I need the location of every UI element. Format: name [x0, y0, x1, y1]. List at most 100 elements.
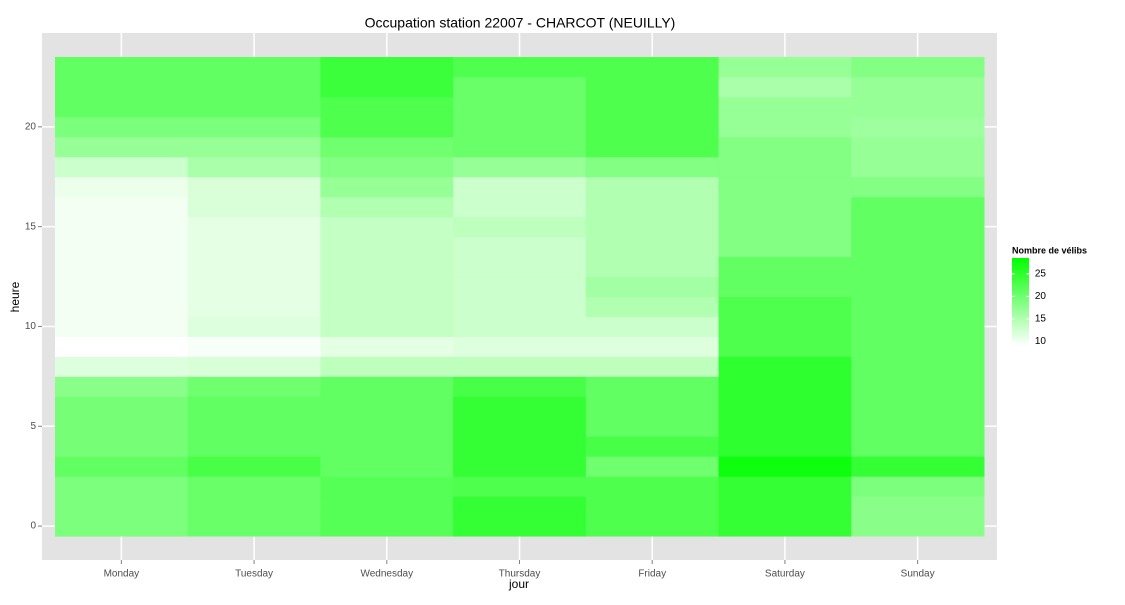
heat-tile: [718, 516, 852, 537]
heat-tile: [187, 276, 321, 297]
heat-tile: [55, 96, 189, 118]
heat-tile: [453, 216, 587, 238]
heat-tile: [187, 436, 321, 457]
heat-tile: [718, 136, 852, 158]
legend-title: Nombre de vélibs: [1012, 245, 1087, 255]
heat-tile: [320, 56, 454, 78]
heat-tile: [187, 416, 321, 437]
heat-tile: [320, 236, 454, 258]
heat-tile: [320, 96, 454, 118]
heat-tile: [453, 176, 587, 198]
heat-tile: [320, 296, 454, 317]
heat-tile: [453, 336, 587, 357]
heat-tile: [718, 196, 852, 218]
chart-title: Occupation station 22007 - CHARCOT (NEUI…: [365, 15, 676, 31]
y-tick-label: 10: [25, 321, 37, 332]
heat-tile: [585, 516, 720, 537]
heat-tile: [718, 96, 852, 118]
heat-tile: [320, 376, 454, 397]
heat-tile: [453, 396, 587, 417]
heat-tile: [718, 496, 852, 517]
heat-tile: [718, 256, 852, 278]
heat-tile: [320, 496, 454, 517]
heat-tile: [851, 416, 985, 437]
y-tick-label: 0: [30, 521, 36, 532]
heat-tile: [453, 296, 587, 317]
heat-tile: [718, 216, 852, 238]
x-tick-label: Sunday: [901, 569, 935, 580]
heat-tile: [320, 156, 454, 178]
heat-tile: [453, 376, 587, 397]
y-tick-label: 5: [30, 421, 36, 432]
heat-tile: [187, 336, 321, 357]
heat-tile: [585, 416, 720, 437]
heat-tile: [718, 456, 852, 477]
heat-tile: [718, 76, 852, 98]
heat-tile: [187, 176, 321, 198]
x-tick-label: Monday: [104, 569, 140, 580]
heat-tile: [585, 116, 720, 138]
heat-tile: [718, 276, 852, 297]
heat-tile: [718, 156, 852, 178]
heat-tile: [585, 336, 720, 357]
heat-tile: [851, 156, 985, 178]
heat-tile: [851, 376, 985, 397]
x-axis-label: jour: [508, 577, 529, 591]
heat-tile: [55, 116, 189, 138]
heat-tile: [320, 356, 454, 377]
heat-tile: [585, 136, 720, 158]
heat-tile: [851, 236, 985, 258]
heat-tile: [585, 376, 720, 397]
heat-tile: [718, 396, 852, 417]
heat-tile: [585, 396, 720, 417]
heat-tile: [851, 436, 985, 457]
heat-tile: [585, 356, 720, 377]
heat-tile: [187, 456, 321, 477]
heat-tile: [851, 316, 985, 337]
heat-tile: [55, 76, 189, 98]
heat-tile: [55, 456, 189, 477]
heat-tile: [718, 476, 852, 497]
heat-tile: [851, 136, 985, 158]
heat-tile: [585, 256, 720, 278]
heat-tile: [851, 116, 985, 138]
x-tick-label: Wednesday: [360, 569, 413, 580]
y-axis-label: heure: [8, 281, 22, 312]
heat-tile: [851, 256, 985, 278]
heat-tile: [187, 196, 321, 218]
heat-tile: [187, 116, 321, 138]
heat-tile: [187, 396, 321, 417]
heat-tile: [320, 116, 454, 138]
heat-tile: [187, 236, 321, 258]
heat-tile: [55, 196, 189, 218]
heat-tile: [187, 96, 321, 118]
legend-tick-label: 20: [1035, 291, 1047, 302]
heat-tile: [453, 276, 587, 297]
heat-tile: [55, 316, 189, 337]
heat-tile: [718, 416, 852, 437]
heat-tile: [851, 276, 985, 297]
heat-tile: [453, 476, 587, 497]
heat-tile: [55, 216, 189, 238]
heat-tile: [585, 456, 720, 477]
heat-tile: [55, 476, 189, 497]
heat-tile: [55, 136, 189, 158]
legend-colorbar: [1012, 258, 1029, 346]
heat-tile: [187, 156, 321, 178]
heat-tile: [55, 56, 189, 78]
heat-tile: [453, 516, 587, 537]
heat-tile: [585, 176, 720, 198]
heat-tile: [718, 116, 852, 138]
legend-tick-label: 10: [1035, 336, 1047, 347]
heat-tile: [453, 96, 587, 118]
heat-tile: [187, 256, 321, 278]
heat-tile: [453, 56, 587, 78]
heat-tile: [320, 176, 454, 198]
heat-tile: [55, 396, 189, 417]
heat-tile: [55, 276, 189, 297]
heat-tile: [585, 196, 720, 218]
heat-tile: [718, 436, 852, 457]
heat-tile: [453, 256, 587, 278]
heat-tile: [320, 456, 454, 477]
heat-tile: [585, 96, 720, 118]
